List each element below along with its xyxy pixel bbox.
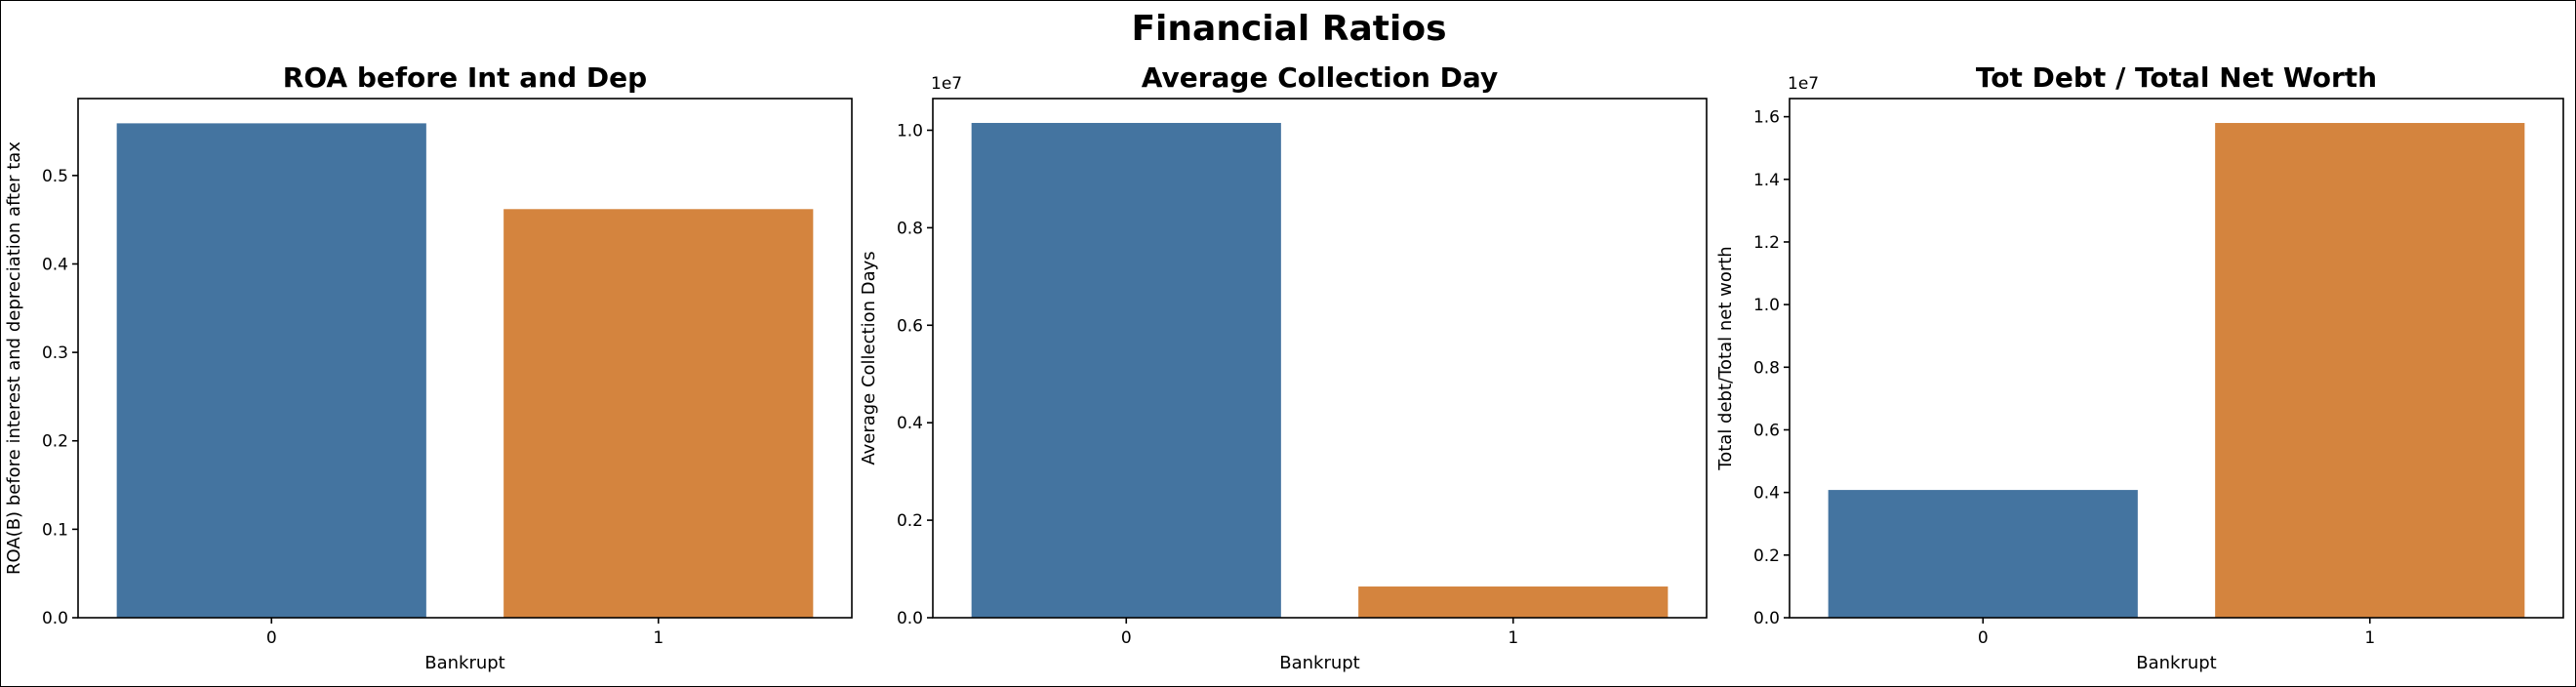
x-axis-label: Bankrupt xyxy=(424,653,505,673)
x-tick-label: 1 xyxy=(653,628,664,648)
y-tick-label: 0.4 xyxy=(897,414,923,433)
subplots: 0.0 0.1 0.2 0.3 0.4 0.5 0 1 ROA before Int and D… xyxy=(4,61,2564,673)
x-tick-label: 0 xyxy=(1978,628,1989,648)
y-tick-label: 0.4 xyxy=(1753,484,1780,504)
y-tick-label: 1.0 xyxy=(897,121,923,141)
y-tick-label: 0.2 xyxy=(1753,546,1780,566)
bar-1 xyxy=(1358,586,1669,618)
y-tick-label: 0.8 xyxy=(1753,358,1780,378)
y-tick-label: 0.1 xyxy=(42,520,68,540)
y-tick-label: 0.0 xyxy=(1753,609,1780,628)
subplot-3: 0.0 0.2 0.4 0.6 0.8 1.0 1.2 1.4 1.6 0 1 Tot Debt / … xyxy=(1715,61,2564,673)
y-axis-label: ROA(B) before interest and depreciation … xyxy=(4,141,24,575)
y-tick-label: 0.8 xyxy=(897,219,923,238)
subplot-title: Average Collection Day xyxy=(1142,61,1498,94)
bar-1 xyxy=(503,209,814,618)
bar-0 xyxy=(116,123,426,618)
subplot-title: Tot Debt / Total Net Worth xyxy=(1976,61,2377,94)
subplot-title: ROA before Int and Dep xyxy=(283,61,647,94)
y-tick-label: 0.6 xyxy=(897,316,923,336)
bar-0 xyxy=(971,122,1281,618)
y-tick-label: 0.2 xyxy=(42,432,68,452)
y-tick-label: 0.0 xyxy=(897,609,923,628)
y-tick-label: 0.4 xyxy=(42,255,68,274)
x-tick-label: 1 xyxy=(2364,628,2375,648)
y-tick-label: 1.2 xyxy=(1753,233,1780,253)
y-tick-label: 0.5 xyxy=(42,167,68,186)
y-tick-label: 0.2 xyxy=(897,511,923,531)
x-tick-label: 1 xyxy=(1508,628,1518,648)
bar-0 xyxy=(1828,490,2138,618)
y-axis-offset-text: 1e7 xyxy=(931,74,962,94)
axes-frame xyxy=(932,98,1708,619)
y-tick-label: 1.6 xyxy=(1753,108,1780,128)
axes-frame xyxy=(1789,98,2564,619)
x-axis-label: Bankrupt xyxy=(2136,653,2217,673)
y-tick-label: 1.0 xyxy=(1753,296,1780,315)
x-axis-label: Bankrupt xyxy=(1279,653,1360,673)
bar-1 xyxy=(2215,123,2525,618)
y-tick-label: 1.4 xyxy=(1753,171,1780,190)
subplot-2: 0.0 0.2 0.4 0.6 0.8 1.0 0 1 Average Collection D… xyxy=(859,61,1708,673)
y-tick-label: 0.3 xyxy=(42,344,68,363)
figure-title: Financial Ratios xyxy=(1131,9,1446,49)
subplot-1: 0.0 0.1 0.2 0.3 0.4 0.5 0 1 ROA before Int and D… xyxy=(4,61,853,673)
x-tick-label: 0 xyxy=(1121,628,1132,648)
y-tick-label: 0.0 xyxy=(42,609,68,628)
y-axis-offset-text: 1e7 xyxy=(1788,74,1819,94)
x-tick-label: 0 xyxy=(266,628,277,648)
y-axis-label: Total debt/Total net worth xyxy=(1715,246,1736,470)
y-axis-label: Average Collection Days xyxy=(859,251,879,465)
y-tick-label: 0.6 xyxy=(1753,421,1780,440)
axes-frame xyxy=(77,98,853,619)
